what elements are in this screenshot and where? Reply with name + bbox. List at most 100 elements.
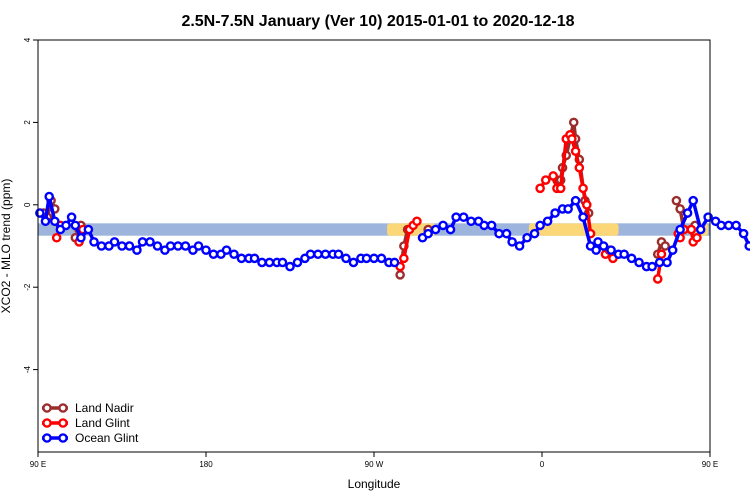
data-point (320, 249, 331, 260)
data-point (277, 257, 288, 268)
data-point (535, 220, 545, 231)
data-point (341, 253, 351, 264)
data-point (44, 191, 55, 202)
x-tick-label-2: 90 W (365, 460, 384, 469)
legend-marker-1 (58, 418, 68, 428)
land-ocean-band (38, 223, 710, 236)
data-point (550, 208, 560, 218)
data-point (647, 261, 657, 272)
data-point (522, 232, 532, 243)
data-point (50, 216, 60, 227)
data-point (89, 237, 99, 247)
data-point (96, 241, 107, 251)
data-point (501, 228, 512, 239)
data-point (686, 224, 697, 235)
chart-title: 2.5N-7.5N January (Ver 10) 2015-01-01 to… (181, 13, 574, 30)
data-point (264, 257, 275, 268)
data-point (83, 224, 94, 235)
data-point (563, 204, 573, 214)
data-point (692, 232, 702, 243)
data-point (361, 253, 372, 264)
legend-marker-2 (42, 433, 52, 443)
data-point (570, 195, 581, 206)
data-point (193, 241, 204, 251)
data-point (598, 241, 609, 251)
data-point (703, 212, 713, 222)
data-point (137, 237, 148, 247)
data-point (229, 249, 239, 260)
data-point (236, 253, 247, 264)
series-ocean-glint (35, 191, 750, 272)
data-point (626, 253, 637, 264)
data-point (173, 241, 183, 251)
data-point (201, 245, 211, 255)
data-point (51, 232, 62, 243)
y-tick-label-3: -2 (23, 283, 32, 291)
data-point (333, 249, 344, 260)
data-point (529, 228, 540, 239)
data-point (445, 224, 456, 235)
data-point (152, 241, 163, 251)
data-point (688, 195, 699, 206)
legend-label-1: Land Glint (75, 416, 130, 430)
data-point (574, 162, 585, 173)
data-point (695, 224, 706, 235)
data-point (66, 212, 77, 222)
data-point (619, 249, 629, 260)
data-point (660, 241, 671, 251)
data-point (667, 245, 678, 255)
data-point (494, 228, 504, 239)
data-point (180, 241, 191, 251)
data-point (117, 241, 127, 251)
data-point (535, 183, 545, 194)
data-point (744, 241, 750, 251)
data-point (412, 216, 422, 227)
data-point (423, 228, 433, 239)
x-tick-label-0: 90 E (30, 460, 46, 469)
data-point (399, 253, 409, 264)
x-axis-label: Longitude (348, 477, 401, 491)
data-point (634, 257, 644, 268)
data-point (313, 249, 323, 260)
data-point (35, 208, 45, 218)
data-point (466, 216, 476, 227)
data-point (671, 195, 682, 206)
data-point (568, 117, 579, 128)
data-point (555, 183, 566, 194)
data-point (40, 216, 51, 227)
data-point (507, 237, 517, 247)
data-point (682, 208, 693, 218)
data-point (479, 220, 489, 231)
data-point (662, 257, 672, 268)
legend-marker-1 (42, 418, 52, 428)
data-point (540, 175, 551, 185)
x-tick-label-3: 0 (540, 460, 545, 469)
data-point (723, 220, 734, 231)
data-point (430, 224, 441, 235)
data-point (570, 146, 581, 157)
data-point (257, 257, 267, 268)
data-point (548, 171, 559, 181)
data-point (542, 216, 553, 227)
data-point (438, 220, 448, 231)
legend-marker-2 (58, 433, 68, 443)
data-point (716, 220, 727, 231)
y-axis: 4 2 0 -2 -4 (23, 37, 38, 373)
data-point (305, 249, 316, 260)
data-point (61, 220, 71, 231)
data-point (731, 220, 741, 231)
data-point (486, 220, 497, 231)
data-point (145, 237, 155, 247)
data-point (654, 257, 665, 268)
y-axis-label: XCO2 - MLO trend (ppm) (0, 179, 13, 314)
legend-label-0: Land Nadir (75, 401, 134, 415)
data-point (109, 237, 120, 247)
data-point (124, 241, 135, 251)
data-point (369, 253, 379, 264)
data-point (285, 261, 295, 272)
data-point (738, 228, 749, 239)
x-tick-label-1: 180 (199, 460, 213, 469)
data-point (578, 183, 588, 194)
